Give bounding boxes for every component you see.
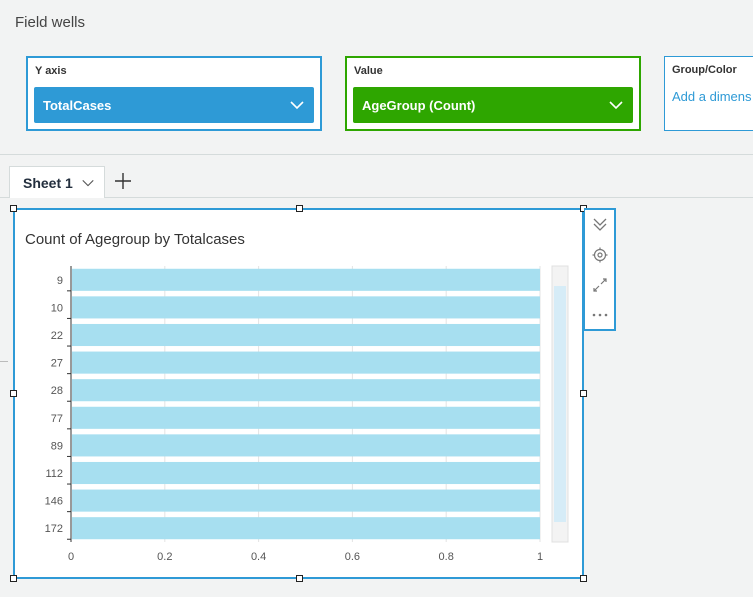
bar xyxy=(72,434,540,457)
chevron-down-icon[interactable] xyxy=(608,97,624,113)
y-axis-well-label: Y axis xyxy=(35,65,67,77)
field-wells-panel: Field wells Y axis TotalCases Value AgeG… xyxy=(0,0,753,155)
resize-handle-top[interactable] xyxy=(296,205,303,212)
x-tick-label: 0.4 xyxy=(251,551,266,563)
resize-handle-bottom[interactable] xyxy=(296,575,303,582)
y-tick-label: 77 xyxy=(51,413,63,425)
value-field-label: AgeGroup (Count) xyxy=(362,97,476,113)
add-dimension-link[interactable]: Add a dimens xyxy=(672,89,752,104)
field-wells-title: Field wells xyxy=(15,14,86,31)
chart-title: Count of Agegroup by Totalcases xyxy=(25,231,245,248)
group-color-well[interactable]: Group/Color Add a dimens xyxy=(664,56,753,131)
gear-icon[interactable] xyxy=(591,246,609,264)
y-axis-well[interactable]: Y axis TotalCases xyxy=(26,56,322,131)
bar xyxy=(72,268,540,291)
scrollbar-thumb xyxy=(554,286,566,522)
x-tick-label: 0.6 xyxy=(345,551,360,563)
x-tick-label: 0.8 xyxy=(439,551,454,563)
collapse-chevrons-icon[interactable] xyxy=(591,216,609,234)
y-tick-label: 27 xyxy=(51,358,63,370)
bar xyxy=(72,296,540,319)
bar xyxy=(72,461,540,485)
bar-chart: 9 10 22 27 28 77 89 112 146 172 0 0.2 0.4 0.6 0.8 1 xyxy=(45,265,569,563)
more-icon[interactable] xyxy=(591,306,609,324)
x-tick-label: 1 xyxy=(537,551,543,563)
plus-icon[interactable] xyxy=(112,170,134,192)
resize-handle-left[interactable] xyxy=(10,390,17,397)
group-color-well-label: Group/Color xyxy=(672,64,737,76)
value-well[interactable]: Value AgeGroup (Count) xyxy=(345,56,641,131)
bar xyxy=(72,517,540,540)
y-tick-label: 10 xyxy=(51,302,63,314)
bar xyxy=(72,323,540,347)
tab-sheet-1-label: Sheet 1 xyxy=(23,174,73,191)
divider xyxy=(0,361,8,362)
y-axis-field-label: TotalCases xyxy=(43,97,112,113)
chevron-down-icon[interactable] xyxy=(81,176,95,190)
bar xyxy=(72,379,540,402)
resize-handle-bottom-left[interactable] xyxy=(10,575,17,582)
y-tick-label: 146 xyxy=(45,496,63,508)
resize-handle-right[interactable] xyxy=(580,390,587,397)
x-tick-label: 0.2 xyxy=(157,551,172,563)
bar xyxy=(72,351,540,374)
expand-icon[interactable] xyxy=(591,276,609,294)
y-tick-label: 22 xyxy=(51,330,63,342)
value-field-pill[interactable]: AgeGroup (Count) xyxy=(353,87,633,123)
chevron-down-icon[interactable] xyxy=(289,97,305,113)
bar xyxy=(72,489,540,512)
bar xyxy=(72,406,540,429)
tab-sheet-1[interactable]: Sheet 1 xyxy=(9,166,105,198)
y-axis-field-pill[interactable]: TotalCases xyxy=(34,87,314,123)
value-well-label: Value xyxy=(354,65,383,77)
y-tick-label: 9 xyxy=(57,275,63,287)
y-tick-label: 28 xyxy=(51,385,63,397)
y-tick-label: 89 xyxy=(51,440,63,452)
resize-handle-top-left[interactable] xyxy=(10,205,17,212)
resize-handle-bottom-right[interactable] xyxy=(580,575,587,582)
visual-menu xyxy=(584,208,616,331)
sheet-tab-bar: Sheet 1 xyxy=(0,155,753,198)
y-tick-label: 112 xyxy=(45,468,63,480)
x-tick-label: 0 xyxy=(68,551,74,563)
y-tick-label: 172 xyxy=(45,523,63,535)
visual-container[interactable]: Count of Agegroup by Totalcases 9 10 22 27 2… xyxy=(10,205,587,582)
